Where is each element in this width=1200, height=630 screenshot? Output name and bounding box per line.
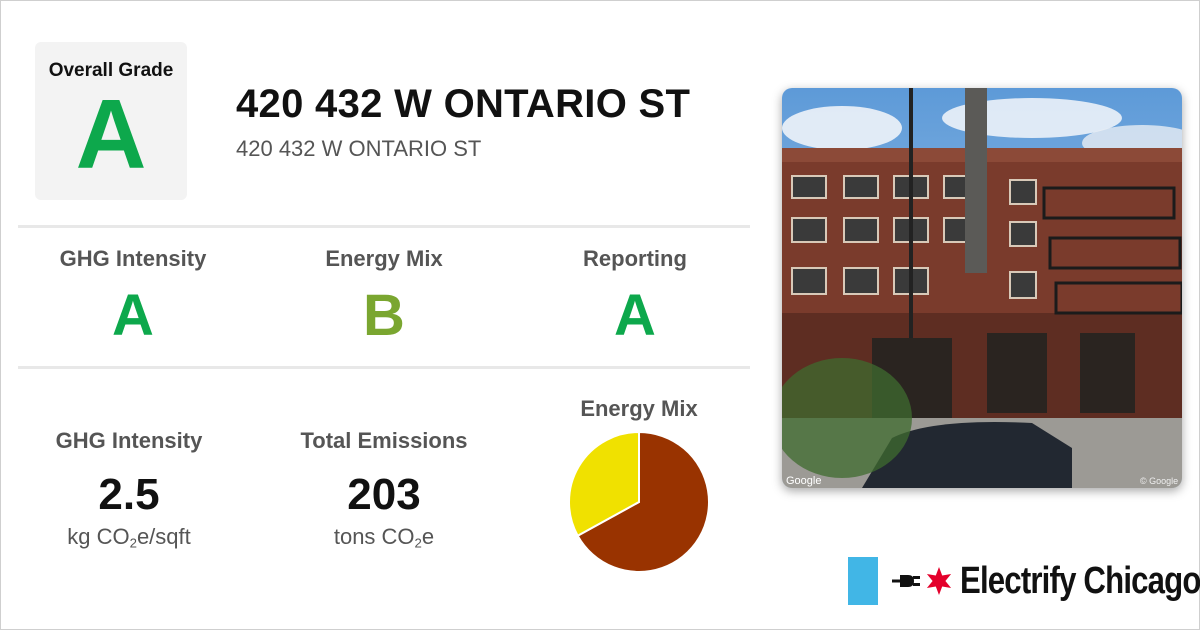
building-photo: Google © Google bbox=[782, 88, 1182, 488]
building-address: 420 432 W ONTARIO ST bbox=[236, 136, 482, 161]
grade-ghg: GHG Intensity A bbox=[13, 246, 253, 348]
grade-energy-mix-label: Energy Mix bbox=[325, 246, 443, 271]
brand-logo[interactable]: Electrify Chicago bbox=[848, 557, 1200, 605]
grade-energy-mix: Energy Mix B bbox=[264, 246, 504, 348]
photo-watermark-left: Google bbox=[786, 475, 821, 487]
grade-ghg-label: GHG Intensity bbox=[59, 246, 207, 271]
building-title: 420 432 W ONTARIO ST bbox=[236, 82, 691, 126]
metric-ghg-value: 2.5 bbox=[98, 470, 160, 519]
divider bbox=[18, 366, 750, 369]
chicago-star-icon bbox=[926, 567, 952, 595]
metric-total-value: 203 bbox=[347, 470, 421, 519]
plug-icon bbox=[892, 575, 920, 587]
energy-mix-chart: Energy Mix bbox=[519, 396, 759, 577]
pie-slice bbox=[568, 430, 640, 538]
overall-grade-letter: A bbox=[75, 79, 147, 189]
energy-mix-pie bbox=[568, 430, 710, 573]
grade-reporting-label: Reporting bbox=[583, 246, 687, 271]
brand-name: Electrify Chicago bbox=[960, 559, 1200, 602]
metric-ghg-unit: kg CO2e/sqft bbox=[67, 524, 191, 551]
metric-total-unit: tons CO2e bbox=[333, 524, 435, 551]
building-street-view-image: Google © Google bbox=[782, 88, 1182, 488]
metric-total-emissions: Total Emissions 203 tons CO2e bbox=[264, 428, 504, 550]
overall-grade-label: Overall Grade bbox=[48, 60, 174, 81]
grade-energy-mix-letter: B bbox=[363, 283, 405, 348]
energy-mix-chart-title: Energy Mix bbox=[580, 396, 698, 421]
divider bbox=[18, 225, 750, 228]
metric-ghg-intensity: GHG Intensity 2.5 kg CO2e/sqft bbox=[9, 428, 249, 550]
grade-reporting: Reporting A bbox=[515, 246, 755, 348]
chicago-flag-stripe bbox=[848, 557, 878, 605]
metric-ghg-label: GHG Intensity bbox=[55, 428, 203, 453]
grade-reporting-letter: A bbox=[614, 283, 656, 348]
photo-watermark-right: © Google bbox=[1140, 476, 1178, 486]
metric-total-label: Total Emissions bbox=[300, 428, 468, 453]
overall-grade-box: Overall Grade A bbox=[35, 42, 187, 200]
pie-slice bbox=[576, 430, 710, 573]
grade-ghg-letter: A bbox=[112, 283, 154, 348]
